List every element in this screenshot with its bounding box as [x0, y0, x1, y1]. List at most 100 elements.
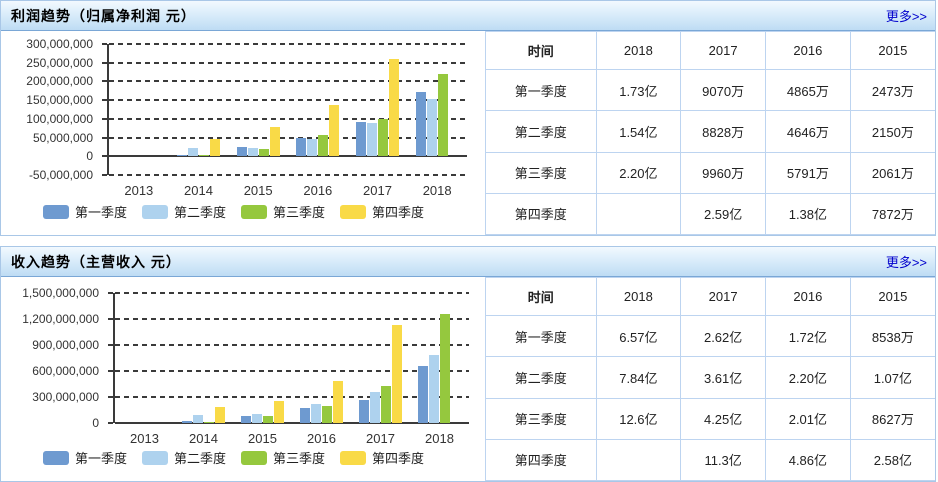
bar-2016-q2: [307, 138, 318, 157]
bar-2014-q4: [215, 406, 225, 423]
legend-label: 第二季度: [174, 451, 227, 466]
value-cell: 1.72亿: [765, 314, 851, 358]
quarter-label-cell: 第三季度: [486, 151, 597, 194]
bar-2017-q3: [378, 119, 388, 157]
quarter-label-cell: 第二季度: [486, 110, 597, 153]
year-column-header: 2015: [849, 31, 935, 70]
value-cell: 5791万: [765, 151, 851, 194]
quarter-label-cell: 第一季度: [486, 68, 597, 112]
bar-2018-q1: [418, 366, 428, 423]
y-tick-label: 600,000,000: [32, 364, 99, 378]
quarter-table: 时间 2018 2017 2016 2015 第一季度 6.57亿 2.62亿 1.72亿 853…: [486, 277, 935, 482]
value-cell: [595, 438, 682, 482]
bar-2016-q2: [311, 403, 321, 423]
panel-header: 收入趋势（主营收入 元） 更多>>: [1, 247, 935, 277]
bar-2014-q2: [188, 148, 198, 157]
table-row: 第一季度 6.57亿 2.62亿 1.72亿 8538万: [486, 314, 935, 358]
y-tick-mark: [108, 344, 113, 346]
bar-2015-q3: [258, 148, 269, 157]
value-cell: 2061万: [849, 151, 935, 194]
value-cell: 1.38亿: [765, 192, 851, 236]
panel-body: 1,500,000,000 1,200,000,000 900,000,000 600…: [1, 277, 935, 482]
y-tick-label: 50,000,000: [32, 130, 93, 145]
bar-2018-q3: [437, 73, 448, 157]
legend-label: 第四季度: [372, 451, 425, 466]
bar-2016-q3: [322, 405, 332, 423]
bar-2016-q1: [300, 408, 310, 423]
legend-swatch: [142, 204, 169, 219]
quarter-label-cell: 第一季度: [486, 314, 597, 358]
quarter-label-cell: 第四季度: [486, 192, 597, 236]
year-column-header: 2017: [680, 31, 766, 70]
bar-2015-q3: [263, 415, 273, 423]
bar-2014-q1: [182, 421, 192, 423]
y-tick-label: 300,000,000: [26, 37, 93, 51]
chart-legend: 第一季度 第二季度 第三季度 第四季度: [43, 202, 424, 221]
more-link[interactable]: 更多>>: [885, 255, 927, 270]
quarter-table-wrap: 时间 2018 2017 2016 2015 第一季度 1.73亿 9070万 4865万 247…: [485, 31, 935, 236]
table-header-row: 时间 2018 2017 2016 2015: [486, 277, 935, 316]
gridline: [115, 318, 469, 320]
value-cell: 2150万: [849, 110, 935, 153]
bar-2015-q2: [247, 148, 258, 157]
x-tick-label: 2014: [189, 431, 218, 446]
bar-2014-q3: [204, 421, 214, 423]
legend-swatch: [43, 450, 69, 465]
value-cell: 2.20亿: [765, 356, 851, 399]
bar-2015-q4: [269, 126, 280, 157]
y-tick-mark: [102, 61, 107, 64]
year-column-header: 2018: [595, 31, 682, 70]
x-tick-label: 2018: [425, 431, 454, 446]
y-tick-label: 1,500,000,000: [22, 286, 99, 300]
value-cell: 7.84亿: [595, 356, 682, 399]
value-cell: [595, 192, 682, 236]
legend-item: 第二季度: [142, 448, 226, 467]
more-link[interactable]: 更多>>: [885, 9, 927, 24]
value-cell: 4.25亿: [680, 397, 766, 440]
bar-2017-q1: [356, 122, 366, 157]
y-tick-label: 1,200,000,000: [22, 312, 99, 326]
y-tick-mark: [102, 136, 107, 139]
legend-item: 第四季度: [340, 448, 424, 467]
gridline: [109, 61, 467, 64]
bar-2015-q1: [241, 415, 251, 423]
table-row: 第四季度 11.3亿 4.86亿 2.58亿: [486, 438, 935, 482]
legend-label: 第一季度: [75, 451, 128, 466]
table-header-row: 时间 2018 2017 2016 2015: [486, 31, 935, 70]
value-cell: 9960万: [680, 151, 766, 194]
x-tick-label: 2015: [248, 431, 277, 446]
value-cell: 8538万: [849, 314, 935, 358]
legend-label: 第三季度: [273, 451, 326, 466]
value-cell: 4.86亿: [765, 438, 851, 482]
table-row: 第三季度 2.20亿 9960万 5791万 2061万: [486, 151, 935, 194]
y-tick-mark: [108, 292, 113, 294]
gridline: [115, 344, 469, 346]
panel-title: 收入趋势（主营收入 元）: [11, 253, 181, 270]
bar-2016-q1: [296, 138, 307, 157]
value-cell: 9070万: [680, 68, 766, 112]
value-cell: 6.57亿: [595, 314, 682, 358]
bar-2015-q1: [236, 147, 247, 157]
legend-swatch: [241, 204, 268, 219]
legend-label: 第四季度: [372, 205, 425, 220]
x-axis-line: [115, 422, 469, 424]
legend-swatch: [340, 204, 367, 219]
legend-swatch: [43, 204, 69, 219]
legend-label: 第三季度: [273, 205, 326, 220]
year-column-header: 2016: [765, 277, 851, 316]
revenue-trend-panel: 收入趋势（主营收入 元） 更多>> 1,500,000,000 1,200,000…: [0, 246, 936, 482]
value-cell: 1.73亿: [595, 68, 682, 112]
value-cell: 2.20亿: [595, 151, 682, 194]
bar-2017-q1: [359, 400, 369, 423]
x-tick-label: 2017: [363, 183, 392, 198]
gridline: [109, 136, 467, 139]
y-tick-mark: [102, 117, 107, 120]
table-row: 第一季度 1.73亿 9070万 4865万 2473万: [486, 68, 935, 112]
bar-2014-q2: [193, 414, 203, 423]
bar-2015-q2: [252, 413, 262, 423]
legend-item: 第一季度: [43, 448, 127, 467]
legend-item: 第三季度: [241, 202, 325, 221]
y-tick-label: 0: [92, 416, 99, 430]
legend-item: 第二季度: [142, 202, 226, 221]
year-column-header: 2016: [765, 31, 851, 70]
